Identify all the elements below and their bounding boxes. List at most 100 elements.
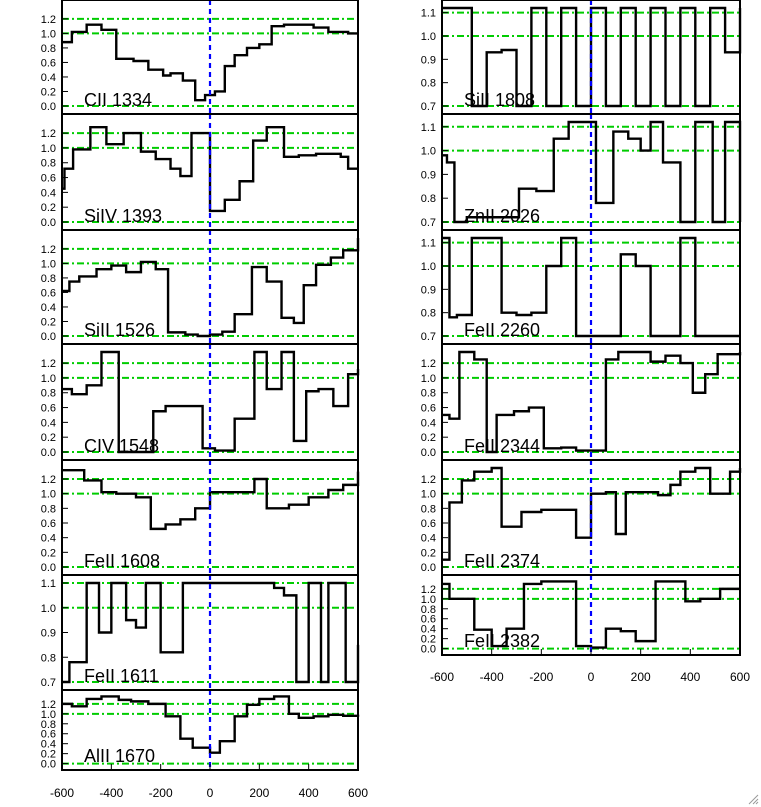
- y-tick-label: 0.8: [41, 652, 56, 664]
- y-tick-label: 0.2: [41, 316, 56, 328]
- y-tick-label: 1.0: [41, 28, 56, 40]
- y-tick-label: 1.1: [41, 578, 56, 590]
- y-tick-label: 0.8: [421, 604, 436, 616]
- x-tick-label: -200: [529, 670, 553, 684]
- y-tick-label: 0.9: [41, 628, 56, 640]
- x-tick-label: -600: [430, 670, 454, 684]
- panel-label: SiIV 1393: [84, 206, 162, 226]
- y-tick-label: 0.8: [421, 308, 436, 320]
- panel-label: FeII 1608: [84, 551, 160, 571]
- y-tick-label: 0.0: [41, 101, 56, 113]
- y-tick-label: 0.6: [421, 403, 436, 415]
- spectrum-line-feii-2374: [442, 466, 742, 561]
- panel-label: FeII 1611: [84, 666, 159, 686]
- spectrum-line-alii-1670: [62, 695, 360, 754]
- y-tick-label: 1.2: [41, 244, 56, 256]
- y-tick-label: 0.2: [41, 547, 56, 559]
- y-tick-label: 0.8: [421, 503, 436, 515]
- y-tick-label: 0.2: [41, 432, 56, 444]
- panel-label: CII 1334: [84, 90, 152, 110]
- y-tick-label: 0.2: [41, 749, 56, 761]
- panel-label: FeII 2382: [464, 631, 540, 651]
- y-tick-label: 0.8: [421, 193, 436, 205]
- y-tick-label: 0.0: [421, 562, 436, 574]
- y-tick-label: 1.0: [421, 146, 436, 158]
- y-tick-label: 0.0: [41, 331, 56, 343]
- y-tick-label: 1.0: [421, 489, 436, 501]
- x-tick-label: 200: [249, 786, 269, 800]
- y-tick-label: 0.8: [41, 388, 56, 400]
- y-tick-label: 1.0: [41, 709, 56, 721]
- panel-label: ZnII 2026: [464, 206, 540, 226]
- y-tick-label: 0.9: [421, 284, 436, 296]
- y-tick-label: 0.8: [41, 719, 56, 731]
- panel-label: CIV 1548: [84, 436, 159, 456]
- y-tick-label: 0.2: [421, 547, 436, 559]
- y-tick-label: 1.0: [41, 603, 56, 615]
- y-tick-label: 0.2: [421, 634, 436, 646]
- spectrum-line-feii-2344: [442, 350, 742, 454]
- y-tick-label: 0.8: [421, 78, 436, 90]
- y-tick-label: 0.8: [421, 388, 436, 400]
- y-tick-label: 0.0: [41, 562, 56, 574]
- y-tick-label: 0.4: [421, 624, 436, 636]
- y-tick-label: 0.4: [41, 739, 56, 751]
- y-tick-label: 0.9: [421, 169, 436, 181]
- x-tick-label: 0: [207, 786, 214, 800]
- y-tick-label: 1.0: [41, 143, 56, 155]
- y-tick-label: 0.6: [41, 403, 56, 415]
- spectrum-line-siii-1526: [62, 238, 360, 338]
- y-tick-label: 0.8: [41, 503, 56, 515]
- y-tick-label: 0.4: [421, 417, 436, 429]
- y-tick-label: 0.6: [421, 614, 436, 626]
- y-tick-label: 0.4: [41, 72, 56, 84]
- y-tick-label: 0.0: [421, 447, 436, 459]
- y-tick-label: 0.0: [41, 447, 56, 459]
- spectrum-line-feii-2260: [442, 236, 740, 338]
- x-tick-label: 200: [631, 670, 651, 684]
- y-tick-label: 1.1: [421, 122, 436, 134]
- spectrum-line-feii-1611: [62, 581, 360, 684]
- y-tick-label: 0.7: [421, 101, 436, 113]
- resize-grip-icon[interactable]: [747, 793, 759, 805]
- spectrum-line-cii-1334: [62, 23, 358, 102]
- y-tick-label: 0.0: [41, 759, 56, 771]
- y-tick-label: 0.4: [41, 533, 56, 545]
- x-tick-label: 600: [730, 670, 750, 684]
- y-tick-label: 1.2: [41, 699, 56, 711]
- y-tick-label: 1.2: [421, 358, 436, 370]
- y-tick-label: 0.4: [41, 417, 56, 429]
- spectrum-line-siii-1808: [442, 6, 742, 108]
- y-tick-label: 0.4: [41, 187, 56, 199]
- y-tick-label: 1.1: [421, 8, 436, 20]
- x-tick-label: -400: [480, 670, 504, 684]
- y-tick-label: 0.7: [421, 331, 436, 343]
- y-tick-label: 1.0: [421, 31, 436, 43]
- y-tick-label: 1.0: [421, 373, 436, 385]
- y-tick-label: 0.6: [41, 287, 56, 299]
- panel-label: SiII 1808: [464, 90, 535, 110]
- spectrum-line-feii-2382: [442, 580, 740, 649]
- y-tick-label: 0.2: [421, 432, 436, 444]
- y-tick-label: 0.8: [41, 158, 56, 170]
- y-tick-label: 0.2: [41, 86, 56, 98]
- y-tick-label: 0.4: [421, 533, 436, 545]
- y-tick-label: 1.0: [421, 594, 436, 606]
- y-tick-label: 1.0: [41, 489, 56, 501]
- y-tick-label: 1.2: [421, 584, 436, 596]
- y-tick-label: 1.2: [421, 474, 436, 486]
- y-tick-label: 0.9: [421, 54, 436, 66]
- y-tick-label: 1.2: [41, 128, 56, 140]
- x-tick-label: 600: [348, 786, 368, 800]
- y-tick-label: 1.0: [41, 373, 56, 385]
- y-tick-label: 0.6: [41, 57, 56, 69]
- spectrum-line-znii-2026: [442, 120, 742, 224]
- panel-label: FeII 2344: [464, 436, 540, 456]
- y-tick-label: 1.2: [41, 474, 56, 486]
- y-tick-label: 0.0: [421, 644, 436, 656]
- x-tick-label: 0: [588, 670, 595, 684]
- y-tick-label: 1.2: [41, 14, 56, 26]
- y-tick-label: 0.8: [41, 43, 56, 55]
- y-tick-label: 0.7: [41, 677, 56, 689]
